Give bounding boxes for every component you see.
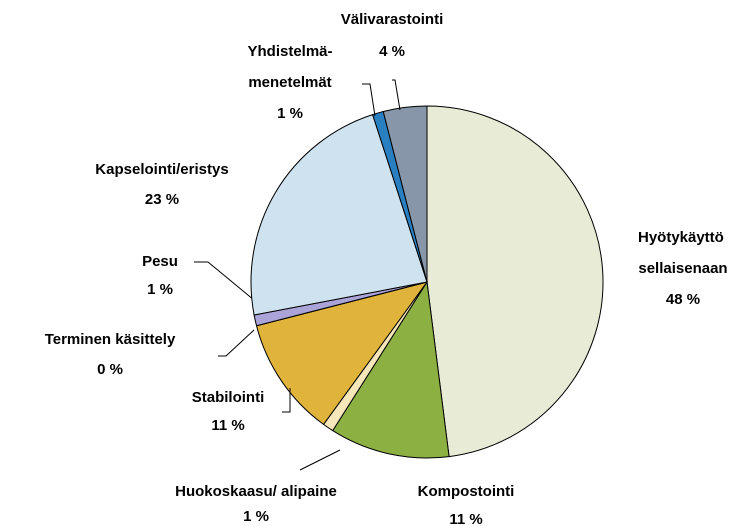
value-label: 1 % (243, 508, 269, 525)
value-label: 11 % (449, 511, 482, 526)
slice-label: Huokoskaasu/ alipaine (175, 483, 337, 500)
pie-slice (426, 105, 604, 458)
slice-label: Välivarastointi (341, 11, 444, 28)
leader-line (194, 261, 255, 301)
value-label: 4 % (379, 43, 405, 60)
leader-line (392, 79, 401, 111)
leader-line (299, 449, 341, 471)
slice-label: Pesu (142, 253, 178, 270)
slice-label: Hyötykäyttö sellaisenaan (638, 229, 728, 277)
slice-label: Terminen käsittely (45, 331, 176, 348)
value-label: 1 % (277, 105, 303, 122)
value-label: 0 % (97, 361, 123, 378)
slice-label: Kapselointi/eristys (95, 161, 228, 178)
value-label: 23 % (145, 191, 179, 208)
slice-label: Yhdistelmä-menetelmät (247, 43, 332, 91)
value-label: 48 % (666, 291, 700, 308)
value-label: 1 % (147, 281, 173, 298)
leader-line (218, 329, 255, 357)
leader-line (362, 83, 376, 117)
pie-slice (255, 281, 429, 426)
pie-slice (332, 280, 450, 459)
pie-slice (250, 113, 428, 316)
slice-label: Kompostointi (418, 483, 515, 500)
pie-slice (382, 105, 428, 283)
leader-line (282, 388, 291, 413)
value-label: 11 % (211, 417, 244, 434)
slice-label: Stabilointi (192, 389, 265, 406)
